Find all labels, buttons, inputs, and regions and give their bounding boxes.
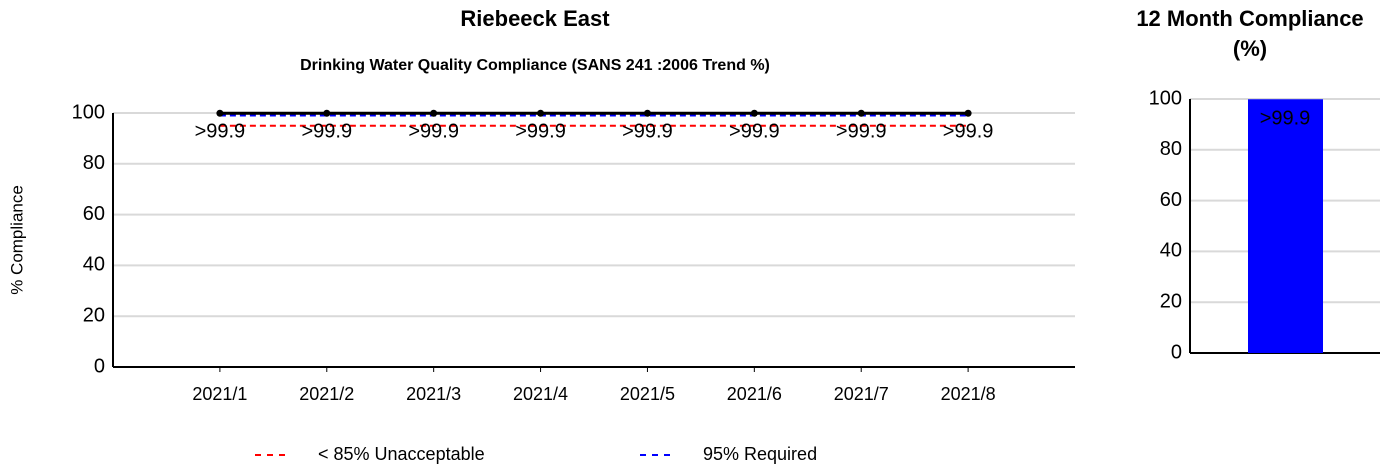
data-label: >99.9 [408, 121, 459, 143]
data-label: >99.9 [622, 121, 673, 143]
x-tick-label: 2021/6 [727, 384, 782, 404]
data-label: >99.9 [1260, 108, 1311, 130]
chart-title: 12 Month Compliance (%) [1136, 6, 1364, 61]
data-point [323, 109, 331, 117]
y-tick-label: 20 [1160, 290, 1182, 312]
data-label: >99.9 [943, 121, 994, 143]
y-tick-label: 100 [1149, 87, 1182, 109]
y-tick-label: 100 [72, 101, 105, 123]
data-point [216, 109, 224, 117]
x-tick-label: 2021/5 [620, 384, 675, 404]
data-point [537, 109, 545, 117]
data-label: >99.9 [195, 121, 246, 143]
x-tick-label: 2021/8 [941, 384, 996, 404]
data-point [857, 109, 865, 117]
x-tick-label: 2021/2 [299, 384, 354, 404]
y-tick-label: 0 [94, 355, 105, 377]
y-tick-label: 40 [1160, 240, 1182, 262]
y-tick-label: 60 [83, 203, 105, 225]
data-point [643, 109, 651, 117]
y-tick-label: 40 [83, 254, 105, 276]
data-label: >99.9 [836, 121, 887, 143]
y-tick-label: 60 [1160, 189, 1182, 211]
x-tick-label: 2021/7 [834, 384, 889, 404]
y-tick-label: 20 [83, 304, 105, 326]
chart-title: Riebeeck East [460, 6, 610, 31]
data-label: >99.9 [301, 121, 352, 143]
y-tick-label: 80 [1160, 138, 1182, 160]
y-axis-label: % Compliance [7, 185, 26, 295]
legend-label: < 85% Unacceptable [318, 444, 485, 464]
chart-subtitle: Drinking Water Quality Compliance (SANS … [300, 57, 770, 74]
data-label: >99.9 [515, 121, 566, 143]
x-tick-label: 2021/1 [192, 384, 247, 404]
data-point [430, 109, 438, 117]
bar [1248, 99, 1323, 353]
x-tick-label: 2021/3 [406, 384, 461, 404]
data-point [750, 109, 758, 117]
data-label: >99.9 [729, 121, 780, 143]
y-tick-label: 0 [1171, 341, 1182, 363]
y-tick-label: 80 [83, 152, 105, 174]
data-point [964, 109, 972, 117]
legend-label: 95% Required [703, 444, 817, 464]
x-tick-label: 2021/4 [513, 384, 568, 404]
